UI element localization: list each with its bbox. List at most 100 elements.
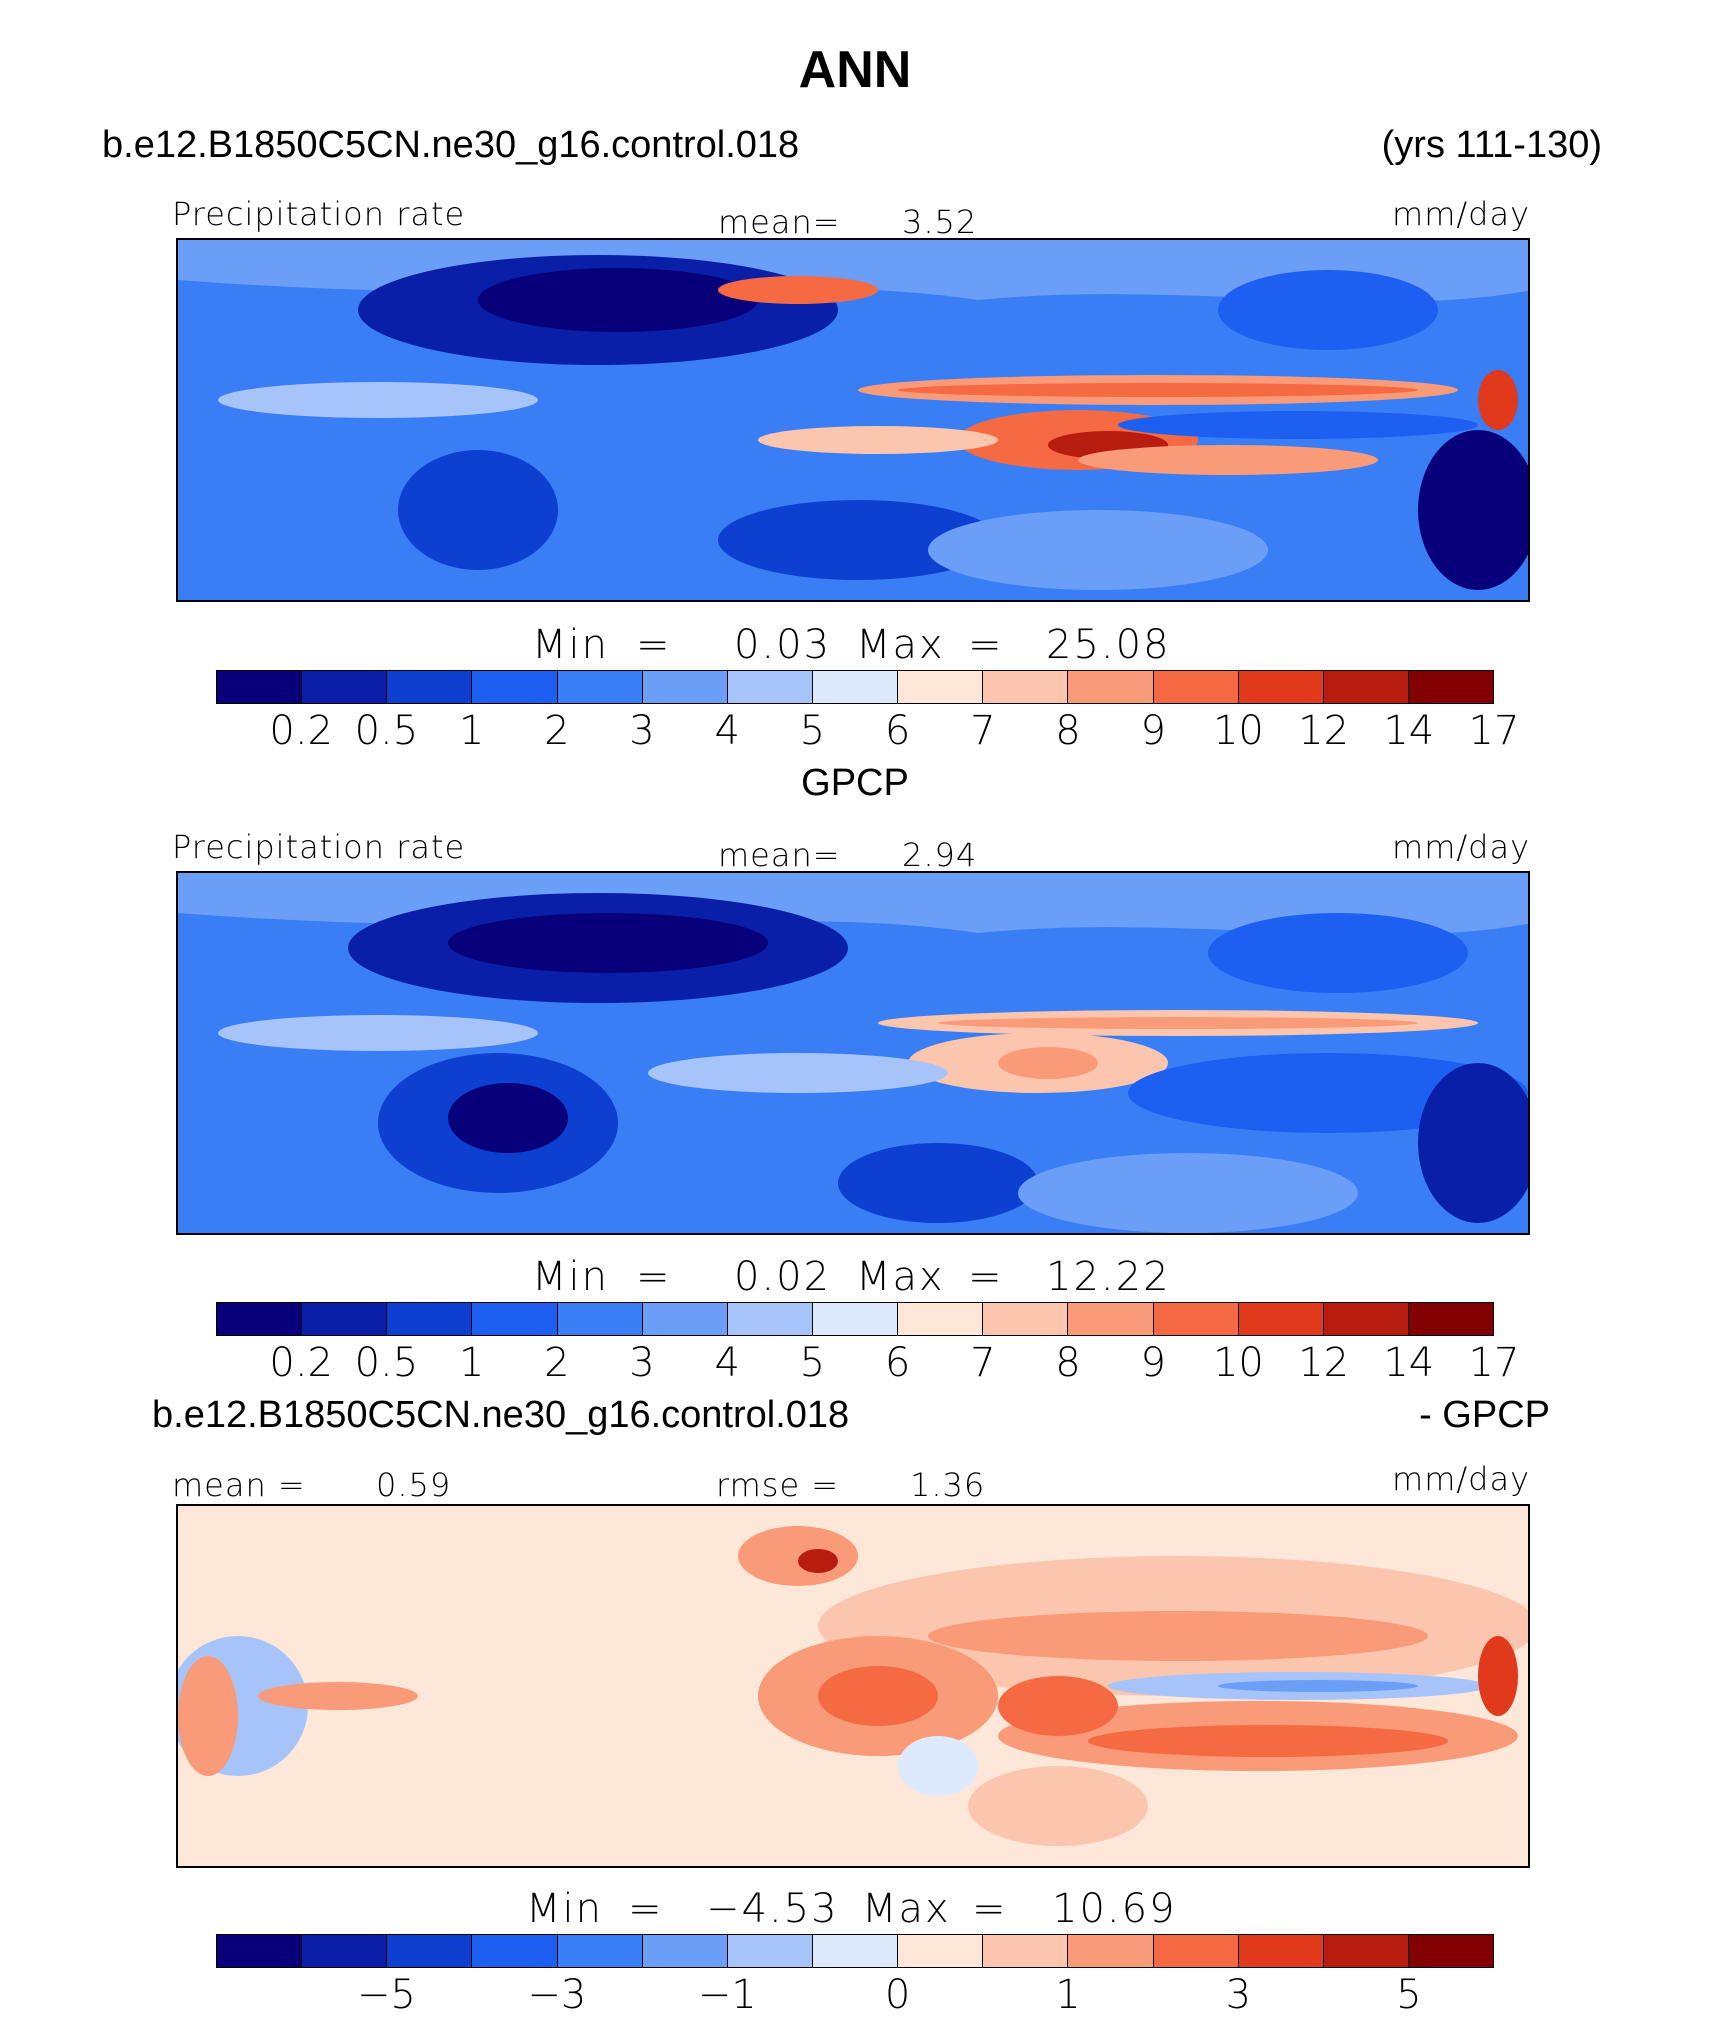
colorbar-tick-label: 2 <box>544 1340 570 1386</box>
top-mean-label: mean= <box>718 203 841 241</box>
middle-min-value: 0.02 <box>734 1254 832 1300</box>
colorbar-swatch <box>1068 1303 1154 1335</box>
colorbar-tick-label: −3 <box>527 1972 587 2018</box>
colorbar-tick-label: 1 <box>458 708 485 754</box>
bottom-mean-label: mean = <box>172 1466 306 1504</box>
colorbar-swatch <box>472 671 558 703</box>
colorbar-swatch <box>1408 671 1494 703</box>
top-precip-map <box>176 238 1530 602</box>
colorbar-swatch <box>1068 671 1154 703</box>
plot-title: ANN <box>798 41 912 99</box>
colorbar-tick-label: −1 <box>697 1972 757 2018</box>
colorbar-tick-label: 10 <box>1212 708 1264 754</box>
colorbar-tick-label: 0.2 <box>269 1340 333 1386</box>
colorbar-swatch <box>812 1303 899 1335</box>
colorbar-tick-label: 1 <box>458 1340 485 1386</box>
colorbar-tick-label: 2 <box>544 708 570 754</box>
colorbar-tick-label: 3 <box>1225 1972 1252 2018</box>
colorbar-swatch <box>727 1303 813 1335</box>
colorbar-tick-label: 3 <box>629 708 655 754</box>
colorbar-tick-label: 0 <box>884 1972 911 2018</box>
colorbar-tick-label: 0.5 <box>354 1340 419 1386</box>
colorbar-tick-label: 4 <box>714 708 740 754</box>
middle-min-eq: = <box>636 1254 672 1300</box>
top-max-value: 25.08 <box>1046 622 1171 668</box>
colorbar-tick-label: 5 <box>799 708 826 754</box>
colorbar-tick-label: 6 <box>884 708 911 754</box>
colorbar-swatch <box>1238 1935 1324 1967</box>
colorbar-swatch <box>387 1935 473 1967</box>
top-min-label: Min <box>532 622 609 668</box>
colorbar-swatch <box>217 1935 303 1967</box>
bottom-units: mm/day <box>1392 1460 1530 1498</box>
colorbar-swatch <box>727 671 813 703</box>
bottom-case-name: b.e12.B1850C5CN.ne30_g16.control.018 <box>152 1394 850 1436</box>
bottom-rmse-label: rmse = <box>716 1466 840 1504</box>
middle-variable-label: Precipitation rate <box>172 828 466 866</box>
colorbar-swatch <box>727 1935 813 1967</box>
colorbar-swatch <box>1153 1935 1239 1967</box>
colorbar-tick-label: 12 <box>1298 708 1350 754</box>
top-colorbar <box>216 670 1494 704</box>
colorbar-tick-label: 17 <box>1468 1340 1520 1386</box>
colorbar-swatch <box>1068 1935 1154 1967</box>
colorbar-swatch <box>302 671 388 703</box>
colorbar-tick-label: 5 <box>799 1340 826 1386</box>
colorbar-tick-label: 12 <box>1298 1340 1350 1386</box>
colorbar-swatch <box>557 1935 643 1967</box>
colorbar-tick-label: 7 <box>970 708 996 754</box>
top-max-eq: = <box>968 622 1004 668</box>
colorbar-tick-label: 0.5 <box>354 708 419 754</box>
colorbar-swatch <box>1238 671 1324 703</box>
colorbar-swatch <box>898 671 984 703</box>
bottom-max-value: 10.69 <box>1052 1886 1177 1932</box>
middle-colorbar <box>216 1302 1494 1336</box>
middle-mean-label: mean= <box>718 836 841 874</box>
colorbar-tick-label: 4 <box>714 1340 740 1386</box>
colorbar-swatch <box>302 1935 388 1967</box>
colorbar-tick-label: 3 <box>629 1340 655 1386</box>
colorbar-swatch <box>1153 671 1239 703</box>
colorbar-swatch <box>302 1303 388 1335</box>
middle-min-label: Min <box>532 1254 609 1300</box>
bottom-mean-value: 0.59 <box>376 1466 452 1504</box>
bottom-min-label: Min <box>526 1886 603 1932</box>
colorbar-swatch <box>642 1935 728 1967</box>
colorbar-tick-label: 10 <box>1212 1340 1264 1386</box>
colorbar-tick-label: 1 <box>1055 1972 1081 2018</box>
colorbar-tick-label: −5 <box>356 1972 416 2018</box>
bottom-max-eq: = <box>972 1886 1008 1932</box>
colorbar-swatch <box>217 671 303 703</box>
colorbar-swatch <box>1153 1303 1239 1335</box>
colorbar-swatch <box>387 671 473 703</box>
colorbar-swatch <box>472 1935 558 1967</box>
colorbar-swatch <box>898 1935 984 1967</box>
middle-max-label: Max <box>856 1254 945 1300</box>
top-min-eq: = <box>636 622 672 668</box>
middle-case-name: GPCP <box>801 762 909 804</box>
bottom-case-suffix: - GPCP <box>1419 1394 1550 1436</box>
colorbar-tick-label: 5 <box>1396 1972 1422 2018</box>
bottom-difference-map <box>176 1504 1530 1868</box>
colorbar-swatch <box>812 1935 899 1967</box>
bottom-min-eq: = <box>628 1886 664 1932</box>
colorbar-tick-label: 9 <box>1140 1340 1166 1386</box>
middle-max-value: 12.22 <box>1046 1254 1171 1300</box>
colorbar-swatch <box>983 1303 1069 1335</box>
middle-mean-value: 2.94 <box>902 836 978 874</box>
top-units: mm/day <box>1392 195 1530 233</box>
colorbar-tick-label: 9 <box>1140 708 1166 754</box>
colorbar-tick-label: 17 <box>1468 708 1520 754</box>
bottom-min-value: −4.53 <box>706 1886 839 1932</box>
colorbar-swatch <box>1238 1303 1324 1335</box>
colorbar-tick-label: 0.2 <box>269 708 333 754</box>
colorbar-swatch <box>1408 1935 1494 1967</box>
colorbar-swatch <box>812 671 899 703</box>
colorbar-swatch <box>898 1303 984 1335</box>
colorbar-swatch <box>557 1303 643 1335</box>
top-case-name: b.e12.B1850C5CN.ne30_g16.control.018 <box>102 124 800 166</box>
colorbar-swatch <box>557 671 643 703</box>
top-variable-label: Precipitation rate <box>172 195 466 233</box>
colorbar-tick-label: 14 <box>1383 708 1435 754</box>
bottom-rmse-value: 1.36 <box>910 1466 986 1504</box>
